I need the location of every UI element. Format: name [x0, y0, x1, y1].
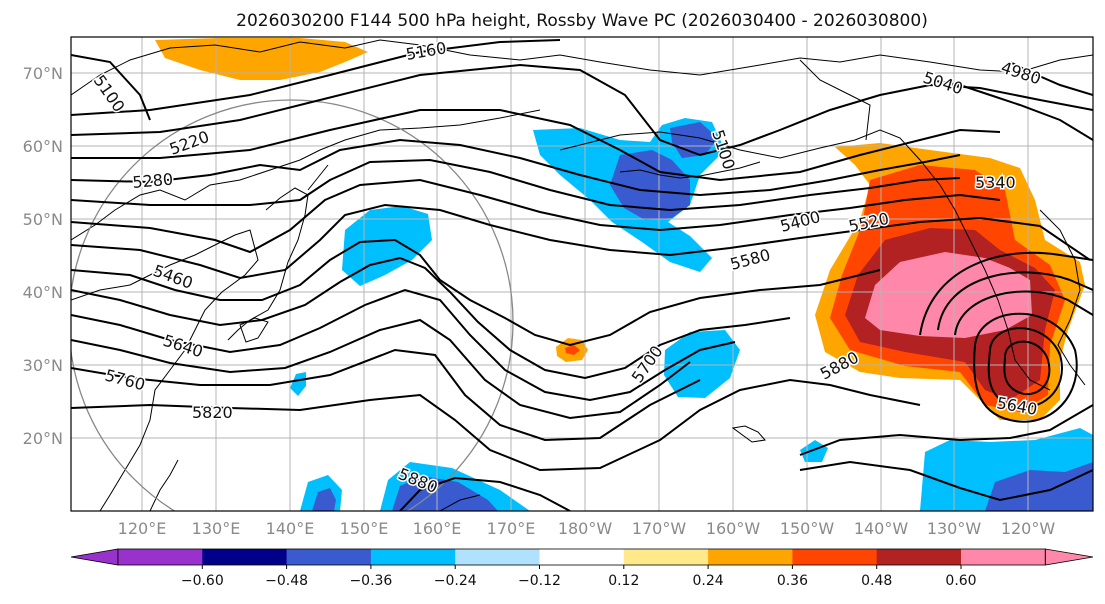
- colorbar-swatch: [118, 549, 203, 565]
- colorbar-extend-min: [70, 548, 119, 566]
- colorbar-tick-label: 0.24: [693, 573, 724, 589]
- lon-label: 150°E: [340, 519, 389, 538]
- colorbar-swatch: [370, 549, 456, 565]
- colorbar-tick-label: −0.60: [181, 573, 224, 589]
- colorbar-swatch: [455, 549, 540, 565]
- contour-label: 5280: [132, 170, 174, 192]
- colorbar-ticks: −0.60 −0.48 −0.36 −0.24 −0.12 0.12 0.24 0.36 0.4…: [181, 565, 977, 589]
- height-contours: [71, 39, 1093, 511]
- positive-anomaly-arctic: [155, 38, 368, 80]
- colorbar-extend-max: [1044, 548, 1094, 566]
- colorbar-swatch: [876, 549, 962, 565]
- map-frame: [70, 36, 1094, 512]
- colorbar-swatches: [70, 548, 1094, 566]
- colorbar-tick-label: 0.60: [945, 573, 976, 589]
- lon-label: 130°E: [192, 519, 241, 538]
- lon-label: 140°E: [266, 519, 315, 538]
- lon-label: 160°W: [706, 519, 761, 538]
- lon-label: 170°W: [632, 519, 687, 538]
- coastlines: [71, 39, 1093, 511]
- colorbar-tick-label: −0.12: [518, 573, 561, 589]
- colorbar-swatch: [286, 549, 372, 565]
- lat-label: 20°N: [23, 429, 63, 448]
- lat-label: 70°N: [23, 64, 63, 83]
- colorbar-tick-label: 0.48: [861, 573, 892, 589]
- figure-title: 2026030200 F144 500 hPa height, Rossby W…: [236, 11, 928, 31]
- colorbar-swatch: [961, 549, 1046, 565]
- colorbar-swatch: [539, 549, 625, 565]
- lon-label: 150°W: [780, 519, 835, 538]
- lon-label: 170°E: [487, 519, 536, 538]
- lon-label: 140°W: [854, 519, 909, 538]
- colorbar-tick-label: −0.36: [349, 573, 392, 589]
- negative-anomaly-hawaii: [664, 330, 740, 398]
- map-panel: 5100 5160 5220 5280 5460 5640 5760 5820 …: [70, 36, 1094, 512]
- contour-label: 5340: [975, 173, 1016, 192]
- colorbar-swatch: [202, 549, 288, 565]
- negative-anomaly-bering-core: [610, 150, 690, 220]
- longitude-labels: 120°E 130°E 140°E 150°E 160°E 170°E 180°…: [118, 519, 1056, 538]
- lon-label: 120°E: [118, 519, 167, 538]
- colorbar-tick-label: −0.48: [265, 573, 308, 589]
- positive-anomaly-pink: [865, 252, 1032, 338]
- colorbar-tick-label: −0.24: [434, 573, 477, 589]
- lon-label: 180°W: [558, 519, 613, 538]
- colorbar-tick-label: 0.12: [608, 573, 639, 589]
- contour-label: 5820: [192, 403, 233, 422]
- colorbar-tick-label: 0.36: [777, 573, 808, 589]
- colorbar-swatch: [708, 549, 793, 565]
- gridlines: [71, 37, 1093, 511]
- latitude-labels: 70°N 60°N 50°N 40°N 30°N 20°N: [23, 64, 63, 448]
- lat-label: 40°N: [23, 283, 63, 302]
- colorbar-swatch: [623, 549, 709, 565]
- lon-label: 160°E: [413, 519, 462, 538]
- colorbar-swatch: [792, 549, 878, 565]
- lat-label: 60°N: [23, 137, 63, 156]
- lat-label: 30°N: [23, 356, 63, 375]
- lat-label: 50°N: [23, 210, 63, 229]
- colorbar: −0.60 −0.48 −0.36 −0.24 −0.12 0.12 0.24 0.36 0.4…: [70, 548, 1094, 589]
- lon-label: 130°W: [927, 519, 982, 538]
- lon-label: 120°W: [1001, 519, 1056, 538]
